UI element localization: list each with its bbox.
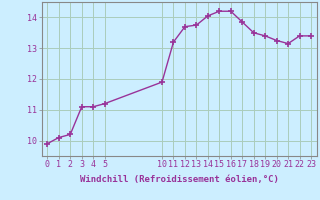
X-axis label: Windchill (Refroidissement éolien,°C): Windchill (Refroidissement éolien,°C) [80,175,279,184]
